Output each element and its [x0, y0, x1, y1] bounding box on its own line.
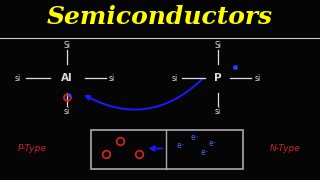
- Text: e⁻: e⁻: [176, 141, 185, 150]
- Text: N-Type: N-Type: [269, 144, 300, 153]
- Text: Semiconductors: Semiconductors: [47, 5, 273, 29]
- FancyArrowPatch shape: [86, 78, 203, 110]
- Text: e⁻: e⁻: [200, 148, 209, 157]
- Text: si: si: [64, 107, 70, 116]
- Text: e⁻: e⁻: [191, 133, 200, 142]
- Bar: [91, 130, 243, 169]
- Text: si: si: [171, 74, 178, 83]
- Text: Si: Si: [64, 40, 71, 50]
- Text: si: si: [109, 74, 115, 83]
- Text: P-Type: P-Type: [18, 144, 46, 153]
- Text: Al: Al: [61, 73, 73, 83]
- Text: si: si: [14, 74, 21, 83]
- Text: Si: Si: [214, 40, 221, 50]
- Text: si: si: [214, 107, 221, 116]
- Text: si: si: [254, 74, 261, 83]
- Text: P: P: [214, 73, 221, 83]
- Text: e⁻: e⁻: [208, 139, 217, 148]
